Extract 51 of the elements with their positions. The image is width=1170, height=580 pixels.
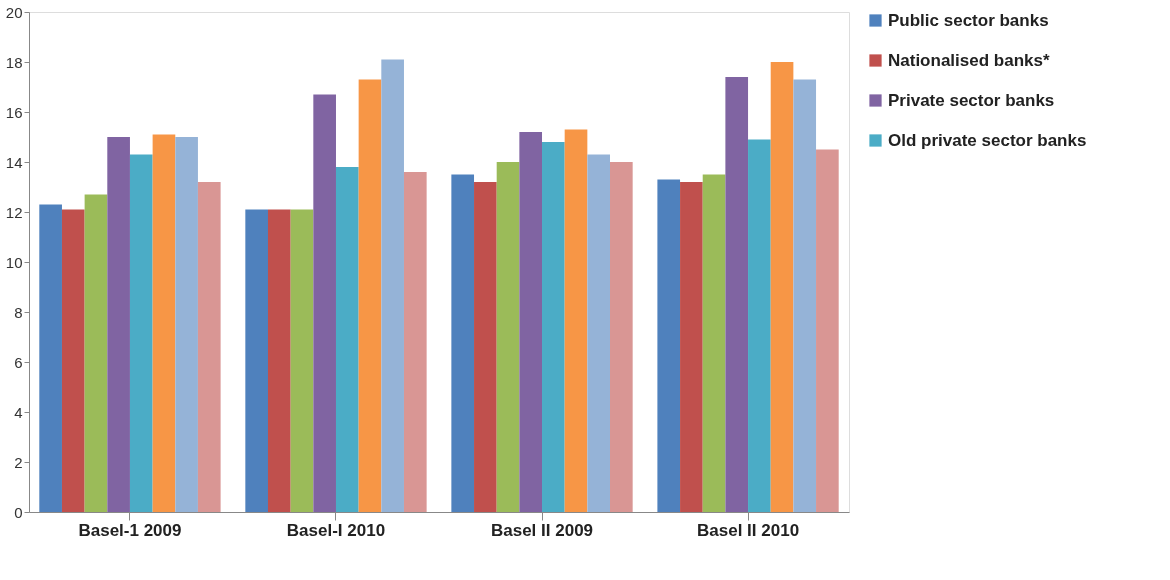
y-tick-label: 8	[14, 303, 23, 321]
y-tick-label: 4	[14, 403, 23, 421]
bar	[816, 149, 839, 512]
bar	[175, 137, 198, 512]
bar	[335, 167, 359, 512]
x-tick-label: Basel-1 2009	[78, 520, 182, 540]
bar	[564, 129, 588, 512]
y-tick-label: 16	[5, 103, 23, 121]
x-tick-label: Basel II 2010	[697, 520, 800, 540]
y-tick-label: 12	[5, 203, 23, 221]
bar	[587, 154, 611, 512]
bar	[451, 174, 475, 512]
bar	[267, 209, 291, 512]
bar	[290, 209, 314, 512]
bar	[245, 209, 268, 512]
y-tick-label: 2	[14, 453, 23, 471]
bar	[610, 162, 633, 512]
bar	[542, 142, 565, 512]
legend-label: Nationalised banks*	[888, 50, 1050, 70]
bar	[770, 62, 794, 512]
bar	[197, 182, 221, 512]
bar	[381, 59, 404, 512]
legend-label: Public sector banks	[888, 10, 1049, 30]
bar	[725, 77, 749, 512]
bar	[39, 204, 62, 512]
bar	[313, 94, 336, 512]
bar	[657, 179, 681, 512]
bar	[152, 134, 176, 512]
bar	[793, 79, 817, 512]
x-tick-label: Basel-I 2010	[286, 520, 386, 540]
bar	[61, 209, 85, 512]
bar	[519, 132, 543, 512]
bar	[496, 162, 520, 512]
y-tick-label: 0	[14, 503, 23, 521]
y-tick-label: 14	[5, 153, 23, 171]
bar	[702, 174, 726, 512]
bar	[680, 182, 703, 512]
x-tick-label: Basel II 2009	[490, 520, 594, 540]
bar	[84, 194, 108, 512]
legend-label: Private sector banks	[888, 90, 1055, 110]
bar	[358, 79, 382, 512]
bar	[403, 172, 427, 512]
y-tick-label: 10	[5, 253, 23, 271]
bar	[129, 154, 153, 512]
bar	[107, 137, 130, 512]
legend-label: Old private sector banks	[888, 130, 1087, 150]
y-tick-label: 6	[14, 353, 23, 371]
bar	[748, 139, 771, 512]
y-tick-label: 18	[5, 53, 23, 71]
bar	[474, 182, 497, 512]
y-tick-label: 20	[5, 3, 23, 21]
